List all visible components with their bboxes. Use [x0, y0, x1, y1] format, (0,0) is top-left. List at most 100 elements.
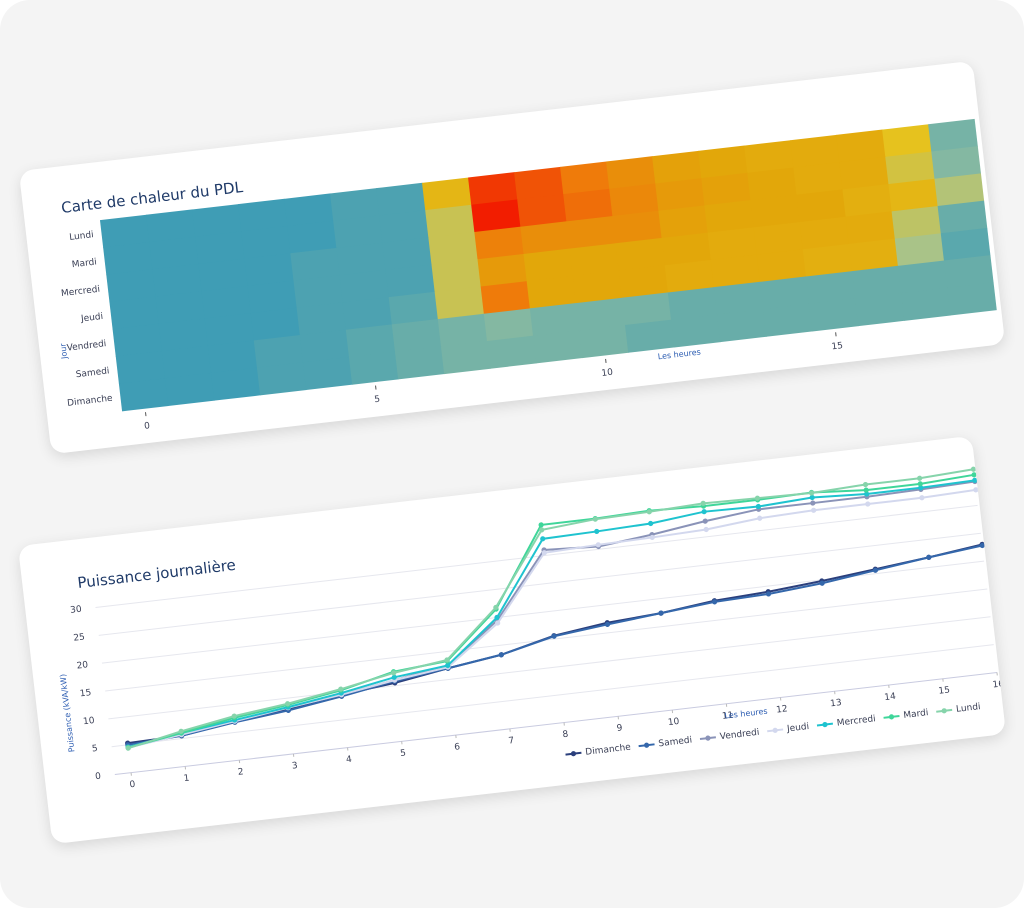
heat-cell: [333, 215, 383, 249]
data-point: [231, 713, 237, 719]
data-point: [595, 542, 601, 548]
data-point: [863, 487, 869, 493]
data-point: [819, 580, 825, 586]
heat-cell: [474, 226, 525, 260]
heat-cell: [348, 351, 399, 385]
heat-cell: [471, 199, 521, 233]
heat-cell: [158, 318, 209, 352]
heat-cell: [897, 260, 948, 294]
heat-cell: [566, 215, 617, 250]
grid-line: [98, 532, 981, 636]
heat-cell: [578, 324, 629, 359]
data-point: [701, 509, 707, 515]
x-tick-label: 13: [830, 698, 843, 709]
data-point: [872, 567, 879, 573]
data-point: [125, 745, 131, 751]
heat-cell: [468, 172, 518, 206]
x-tick-label: 1: [183, 774, 190, 785]
x-tick-label: 8: [562, 730, 569, 741]
legend-label: Mardi: [903, 708, 929, 721]
x-tick-label: 2: [237, 767, 244, 778]
x-tick-label: 6: [454, 742, 461, 753]
x-tick-label: 0: [144, 421, 151, 432]
data-point: [648, 520, 654, 527]
heat-cell: [560, 161, 610, 195]
heatmap-chart: Carte de chaleur du PDL LundiMardiMercre…: [58, 118, 997, 432]
legend-marker: [570, 751, 577, 757]
data-point: [702, 518, 708, 524]
heat-cell: [477, 253, 528, 288]
legend-marker: [888, 714, 895, 720]
y-axis-title: Jour: [58, 342, 69, 360]
heat-cell: [330, 188, 380, 222]
grid-line: [108, 616, 991, 720]
x-tick-label: 7: [508, 736, 515, 747]
heat-cell: [569, 243, 620, 277]
heat-cell: [606, 156, 656, 190]
heat-cell: [290, 247, 341, 282]
data-point: [971, 472, 977, 478]
grid-line: [95, 504, 978, 608]
data-point: [919, 495, 925, 501]
data-point: [592, 516, 598, 522]
data-point: [970, 466, 977, 472]
heat-cell: [293, 275, 344, 309]
heat-cell: [434, 286, 485, 320]
heat-cell: [284, 193, 334, 227]
x-tick-label: 10: [601, 368, 614, 379]
heat-cell: [609, 183, 659, 217]
data-point: [862, 481, 869, 488]
heat-cell: [486, 335, 537, 369]
data-point: [444, 657, 450, 663]
heat-cell: [882, 124, 932, 158]
heat-cell: [763, 303, 813, 337]
y-tick-label: 10: [83, 716, 96, 727]
heat-cell: [793, 162, 843, 196]
data-point: [755, 503, 761, 510]
heat-cell: [118, 378, 169, 412]
data-point: [539, 527, 545, 533]
heat-cell: [250, 307, 301, 341]
heat-cell: [848, 238, 899, 272]
heat-cell: [480, 281, 531, 315]
heat-cell: [385, 264, 436, 298]
heat-cell: [704, 200, 755, 234]
legend-label: Jeudi: [786, 722, 810, 735]
x-tick-label: 5: [374, 395, 381, 406]
heat-cell: [532, 330, 583, 364]
series-line: [127, 473, 975, 749]
data-point: [594, 528, 600, 535]
data-point: [285, 701, 291, 707]
heat-cell: [621, 292, 672, 326]
heat-cell: [845, 211, 896, 245]
x-tick-label: 10: [667, 717, 680, 728]
legend-marker: [772, 727, 778, 733]
heat-cell: [201, 285, 252, 319]
heat-cell: [483, 308, 534, 342]
heat-cell: [244, 253, 295, 287]
heat-cell: [655, 178, 705, 212]
data-point: [538, 522, 544, 528]
data-point: [754, 495, 761, 501]
data-point: [765, 591, 772, 597]
x-tick-label: 16: [992, 679, 1005, 690]
heat-cell: [106, 269, 156, 303]
heat-cell: [440, 340, 491, 375]
heat-cell: [191, 204, 242, 238]
data-point: [809, 494, 815, 501]
heat-cell: [152, 263, 203, 298]
line-chart: Puissance journalière 051015202530012345…: [58, 466, 1005, 790]
heat-cell: [207, 340, 258, 374]
heat-cell: [345, 324, 396, 358]
heat-cell: [809, 298, 859, 332]
data-point: [604, 621, 611, 628]
heat-cell: [670, 314, 721, 348]
x-tick-label: 14: [884, 692, 897, 703]
heat-cell: [618, 265, 669, 299]
heat-cell: [624, 319, 675, 353]
heat-cell: [155, 291, 206, 325]
legend-marker: [705, 735, 711, 741]
y-tick-label: 20: [76, 660, 89, 671]
heat-cell: [710, 254, 761, 288]
heat-cell: [342, 297, 393, 331]
